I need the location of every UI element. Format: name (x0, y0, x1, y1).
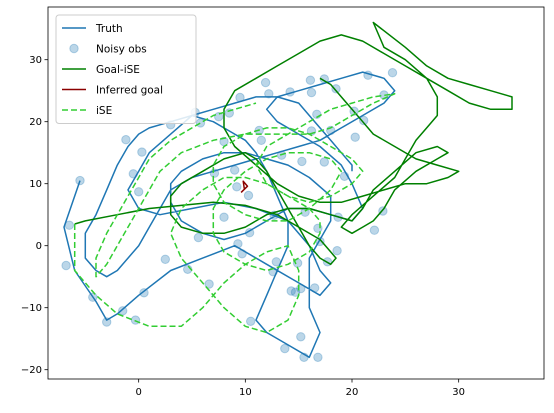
legend-label-inferred_goal: Inferred goal (96, 85, 163, 97)
x-tick-label: 0 (135, 387, 141, 398)
inferred-goal-line (240, 180, 249, 193)
legend-label-noisy: Noisy obs (96, 44, 147, 56)
noisy-obs-point (232, 182, 242, 192)
noisy-obs-point (387, 68, 398, 78)
noisy-obs-point (296, 332, 306, 342)
noisy-obs-point (137, 147, 147, 157)
noisy-obs-point (243, 190, 254, 201)
noisy-obs-point (204, 279, 214, 289)
noisy-obs-point (280, 343, 290, 354)
legend-box (55, 14, 197, 124)
noisy-obs-point (193, 232, 204, 243)
noisy-obs-point (214, 112, 224, 122)
noisy-obs-point (230, 165, 240, 175)
legend-label-truth: Truth (95, 23, 123, 35)
goal-ise-line (74, 21, 513, 266)
y-tick-label: 20 (29, 117, 42, 128)
noisy-obs-point (369, 225, 380, 235)
y-tick-label: 30 (29, 55, 42, 66)
axis-ticks: 0 10 20 30 −20 −10 0 10 20 30 (21, 55, 465, 398)
noisy-obs-point (286, 286, 296, 296)
noisy-obs-point (306, 87, 317, 98)
noisy-obs-point (102, 317, 112, 327)
plot-area (61, 21, 513, 362)
x-tick-label: 10 (239, 387, 252, 398)
noisy-obs-point (305, 75, 316, 85)
x-tick-label: 30 (452, 387, 465, 398)
noisy-obs-point (160, 254, 171, 264)
y-tick-label: −20 (21, 365, 42, 376)
noisy-obs-point (297, 156, 307, 167)
noisy-obs-point (359, 115, 369, 126)
y-tick-label: 0 (36, 241, 42, 252)
legend-label-ise: iSE (96, 105, 112, 117)
x-tick-label: 20 (346, 387, 359, 398)
noisy-obs-point (264, 89, 274, 99)
noisy-obs-point (290, 287, 301, 297)
noisy-obs-point (313, 352, 323, 362)
noisy-obs-point (61, 260, 71, 271)
noisy-obs-point (134, 187, 144, 197)
legend-marker-noisy (69, 43, 79, 54)
axes-frame (47, 6, 545, 380)
noisy-obs-point (350, 132, 360, 142)
y-tick-label: −10 (21, 303, 42, 314)
noisy-obs-point (195, 118, 206, 128)
noisy-obs-point (118, 306, 128, 316)
plot-series (61, 21, 513, 362)
noisy-obs-point (313, 223, 323, 234)
ise-line (73, 93, 396, 334)
noisy-obs-point (319, 157, 329, 167)
noisy-obs-point (260, 77, 271, 88)
legend: Truth Noisy obs Goal-iSE Inferred goal iSE (55, 14, 197, 124)
noisy-obs-point (256, 135, 266, 146)
noisy-obs-point (130, 315, 141, 325)
noisy-obs-point (139, 288, 149, 298)
y-tick-label: 10 (29, 179, 42, 190)
legend-label-goal_ise: Goal-iSE (96, 64, 140, 76)
noisy-obs-point (246, 316, 256, 326)
noisy-obs-point (219, 212, 229, 222)
noisy-obs-point (121, 135, 131, 145)
noisy-obs-point (331, 84, 341, 94)
noisy-obs-point (332, 246, 342, 256)
